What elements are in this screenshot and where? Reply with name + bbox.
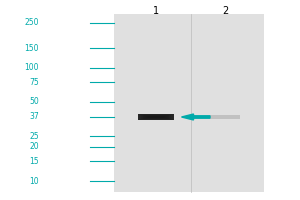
Text: 25: 25 bbox=[29, 132, 39, 141]
Text: 50: 50 bbox=[29, 97, 39, 106]
Text: 10: 10 bbox=[29, 177, 39, 186]
Bar bbox=[114, 14, 264, 192]
Bar bbox=[142, 115, 170, 119]
Bar bbox=[143, 115, 169, 119]
Text: 150: 150 bbox=[25, 44, 39, 53]
Bar bbox=[145, 116, 167, 118]
Bar bbox=[138, 114, 174, 120]
Text: 75: 75 bbox=[29, 78, 39, 87]
Bar bbox=[139, 114, 173, 120]
Text: 2: 2 bbox=[222, 6, 228, 16]
Text: 20: 20 bbox=[29, 142, 39, 151]
Bar bbox=[144, 115, 168, 119]
Bar bbox=[139, 114, 173, 120]
Bar bbox=[210, 115, 240, 119]
Text: 15: 15 bbox=[29, 157, 39, 166]
Bar bbox=[148, 116, 164, 118]
Text: 37: 37 bbox=[29, 112, 39, 121]
Bar bbox=[140, 114, 172, 120]
FancyArrow shape bbox=[182, 114, 210, 120]
Text: 100: 100 bbox=[25, 63, 39, 72]
Text: 250: 250 bbox=[25, 18, 39, 27]
Bar bbox=[138, 114, 174, 120]
Bar bbox=[147, 116, 165, 118]
Bar bbox=[145, 116, 167, 118]
Bar bbox=[146, 116, 166, 118]
Bar bbox=[142, 115, 170, 119]
Bar bbox=[147, 116, 165, 118]
Text: 1: 1 bbox=[153, 6, 159, 16]
Bar bbox=[141, 115, 171, 119]
Bar bbox=[141, 115, 171, 119]
